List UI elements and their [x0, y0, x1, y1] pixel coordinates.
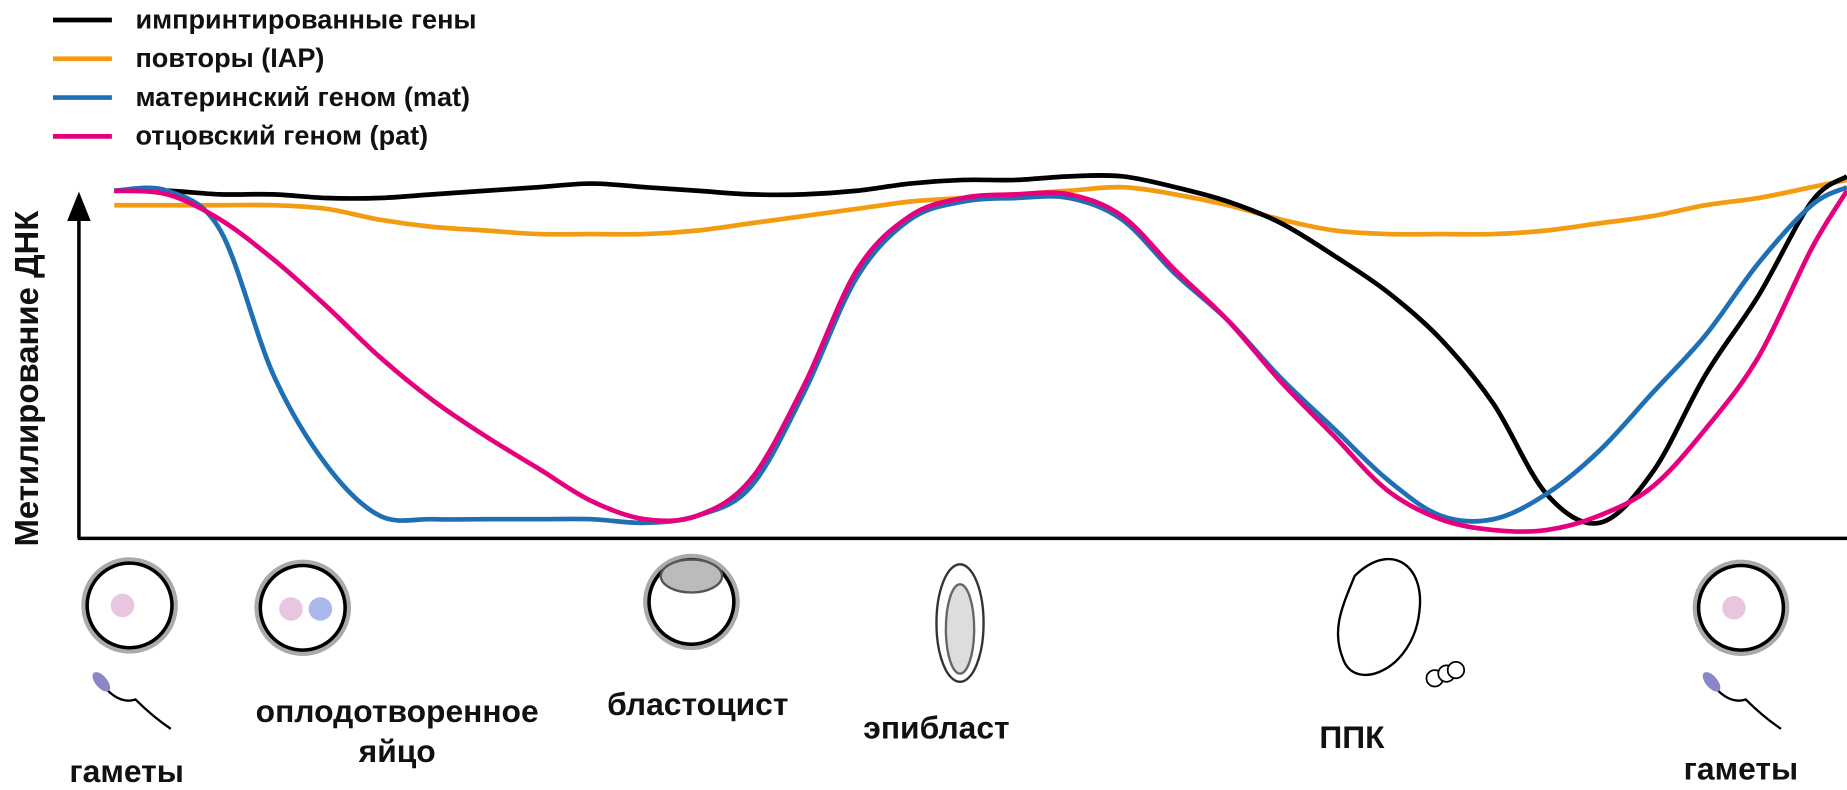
- series-line: [114, 180, 1847, 234]
- stage-label: ППК: [1319, 719, 1385, 755]
- legend-label: отцовский геном (pat): [135, 121, 428, 151]
- page: {"chart_data":{"type":"line","y_label":"…: [0, 0, 1847, 790]
- stage-label: гаметы: [1684, 751, 1798, 787]
- y-axis-label: Метилирование ДНК: [8, 210, 45, 547]
- stage-label: бластоцист: [607, 686, 788, 722]
- stage-label: оплодотворенное: [256, 693, 539, 729]
- y-axis-arrow: [67, 192, 91, 221]
- series-line: [114, 191, 1847, 532]
- stage-label: эпибласт: [863, 709, 1009, 745]
- stage-label: гаметы: [69, 753, 183, 789]
- legend-label: повторы (IAP): [135, 43, 324, 73]
- legend-label: импринтированные гены: [135, 4, 476, 34]
- legend-label: материнский геном (mat): [135, 82, 470, 112]
- chart: Метилирование ДНК импринтированные гены п…: [0, 0, 1847, 790]
- stage-label: яйцо: [358, 733, 436, 769]
